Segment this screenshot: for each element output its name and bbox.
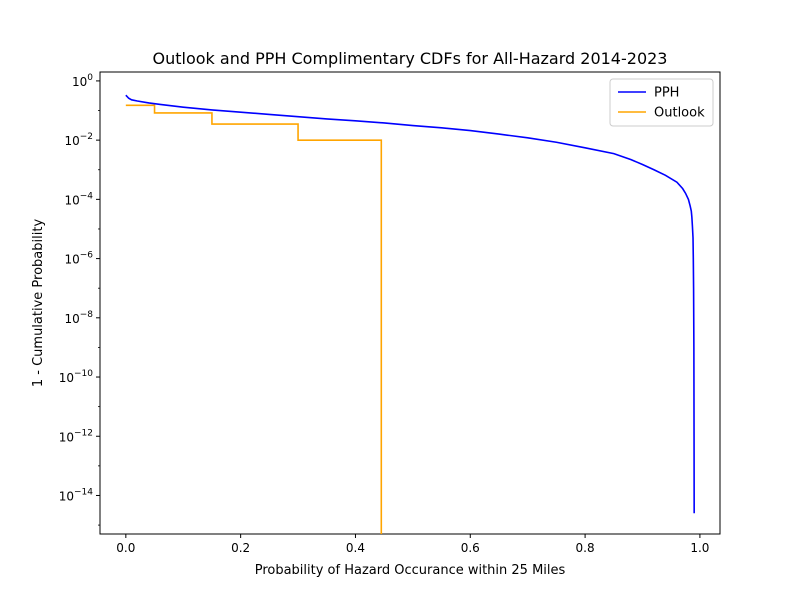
plot-area: [99, 71, 721, 535]
x-tick-label: 0.0: [116, 541, 135, 555]
y-tick-label: 10−4: [64, 191, 93, 207]
x-tick-label: 0.6: [461, 541, 480, 555]
plot-frame: [99, 71, 721, 535]
x-axis: 0.0 0.2 0.4 0.6 0.8 1.0: [116, 534, 709, 555]
y-tick-label: 10−12: [59, 428, 93, 444]
y-tick-label: 10−14: [59, 487, 94, 503]
x-tick-label: 0.8: [576, 541, 595, 555]
legend: PPH Outlook: [609, 78, 714, 127]
y-tick-label: 10−6: [64, 251, 93, 267]
y-tick-label: 100: [72, 73, 93, 89]
y-axis: 100 10−2 10−4 10−6 10−8 10−10 10−12 10−14: [59, 73, 100, 526]
x-tick-label: 0.2: [231, 541, 250, 555]
series-layer: [125, 94, 695, 534]
legend-label: Outlook: [654, 106, 705, 121]
y-tick-label: 10−10: [59, 369, 94, 385]
x-tick-label: 0.4: [346, 541, 365, 555]
series-line-outlook: [125, 104, 383, 534]
x-tick-label: 1.0: [690, 541, 709, 555]
legend-box: [609, 78, 714, 127]
y-tick-label: 10−2: [64, 132, 93, 148]
chart-title: Outlook and PPH Complimentary CDFs for A…: [153, 49, 668, 68]
x-axis-label: Probability of Hazard Occurance within 2…: [255, 563, 566, 578]
series-line-pph: [125, 94, 695, 514]
y-axis-label: 1 - Cumulative Probability: [31, 219, 46, 388]
legend-label: PPH: [654, 86, 679, 101]
y-tick-label: 10−8: [64, 310, 93, 326]
